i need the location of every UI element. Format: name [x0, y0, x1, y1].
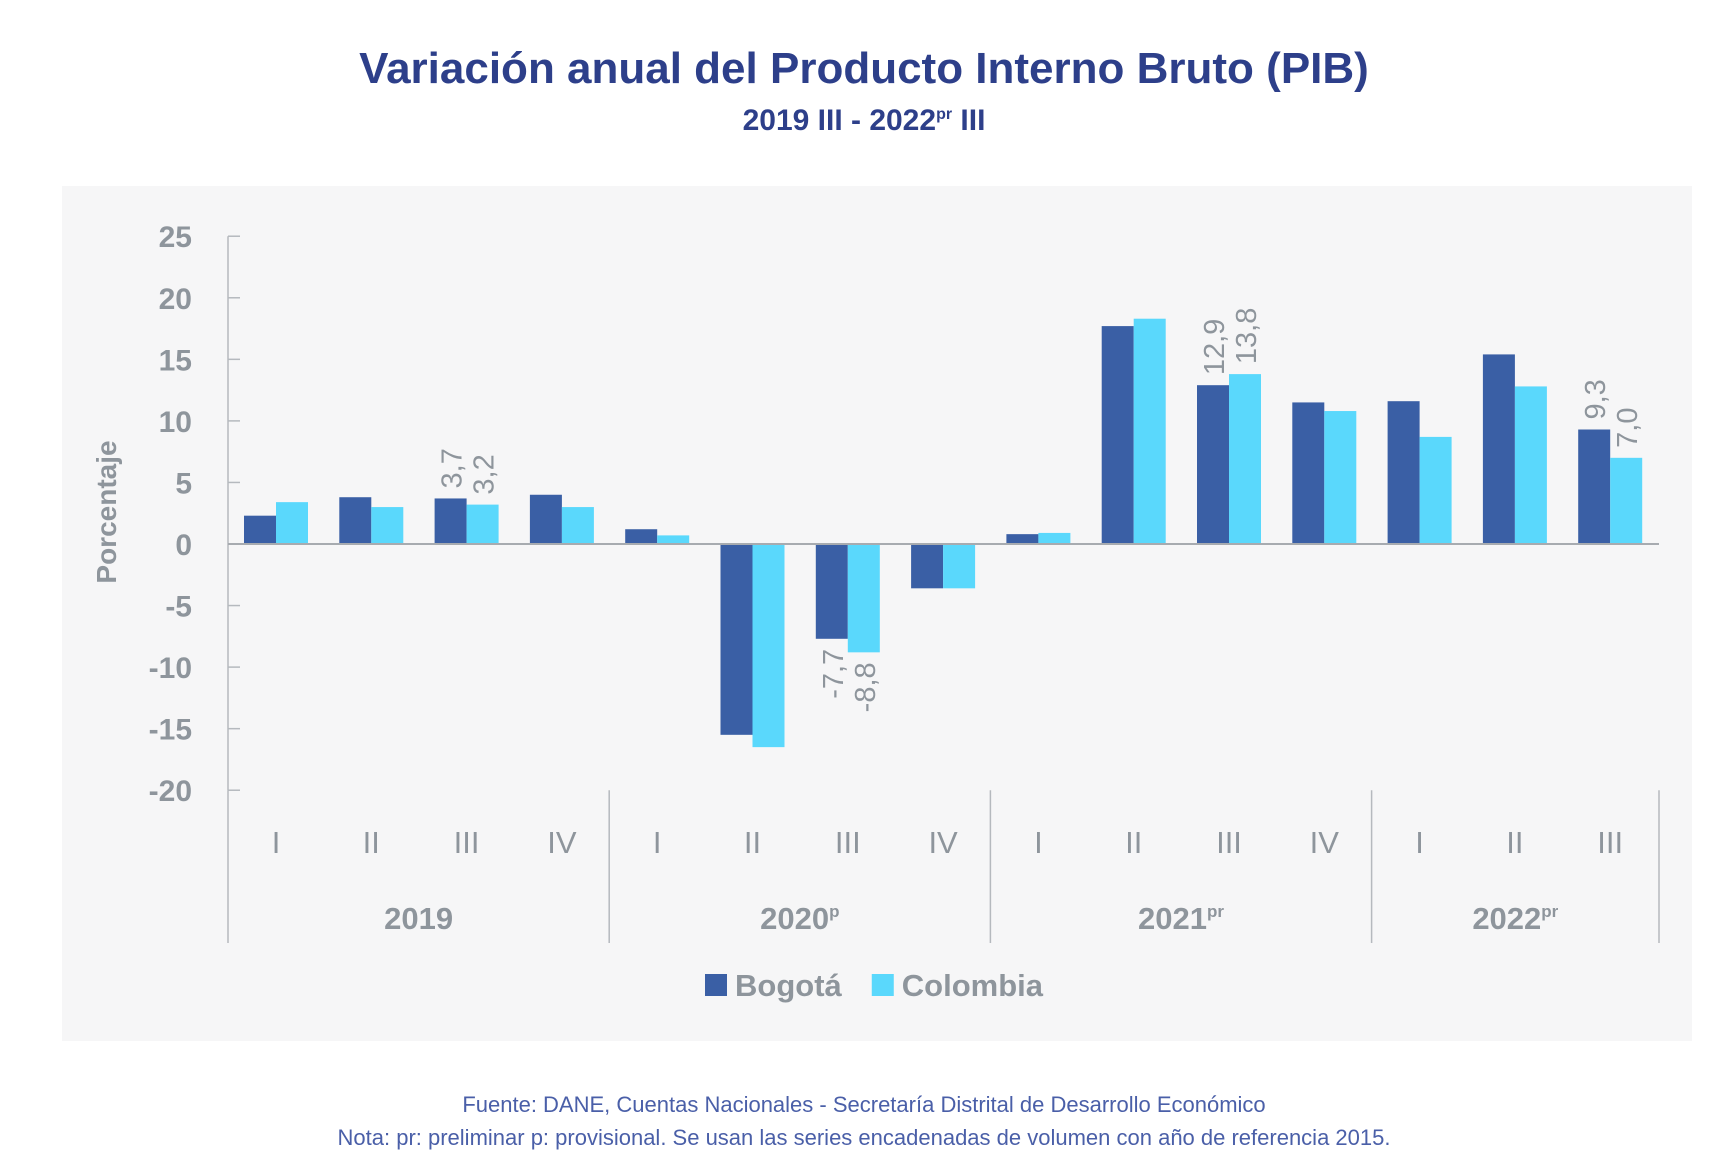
bar-colombia	[466, 504, 499, 544]
y-axis-label: Porcentaje	[91, 440, 122, 583]
y-tick-label: -5	[165, 591, 192, 624]
data-label: 7,0	[1612, 407, 1644, 447]
footnote: Nota: pr: preliminar p: provisional. Se …	[337, 1125, 1391, 1150]
chart-subtitle: 2019 III - 2022pr III	[0, 104, 1728, 138]
year-label-sup: p	[829, 902, 839, 921]
quarter-label: II	[1125, 825, 1142, 860]
bar-colombia	[1610, 457, 1643, 544]
legend-label: Colombia	[902, 968, 1044, 1003]
quarter-label: III	[835, 825, 861, 860]
bar-colombia	[1229, 374, 1261, 544]
quarter-label: III	[1597, 825, 1623, 860]
bar-colombia	[276, 502, 308, 544]
bar-colombia	[1419, 436, 1452, 544]
y-tick-label: 10	[159, 406, 192, 439]
bar-bogota	[529, 494, 562, 544]
year-label: 2022pr	[1472, 901, 1558, 936]
data-label: -7,7	[818, 649, 850, 699]
bar-colombia	[1514, 386, 1547, 544]
y-tick-label: 25	[159, 221, 192, 254]
bar-bogota	[434, 498, 467, 544]
bar-colombia	[1038, 532, 1071, 544]
quarter-label: I	[1034, 825, 1043, 860]
bar-bogota	[244, 515, 276, 544]
y-tick-label: -20	[149, 775, 192, 808]
year-label: 2021pr	[1138, 901, 1224, 936]
year-label: 2020p	[760, 901, 839, 936]
quarter-label: II	[744, 825, 761, 860]
legend-swatch	[705, 974, 727, 996]
chart-title: Variación anual del Producto Interno Bru…	[359, 44, 1369, 93]
quarter-label: IV	[1310, 825, 1340, 860]
quarter-label: IV	[547, 825, 577, 860]
year-label-sup: pr	[1541, 902, 1558, 921]
quarter-label: I	[1415, 825, 1424, 860]
bar-bogota	[720, 544, 753, 735]
data-label: 9,3	[1580, 379, 1612, 419]
bar-bogota	[1578, 429, 1611, 544]
bar-bogota	[1482, 354, 1515, 544]
bar-colombia	[847, 544, 880, 653]
bar-colombia	[1324, 411, 1357, 544]
y-tick-label: -15	[149, 714, 192, 747]
data-label: 3,7	[437, 448, 469, 488]
year-label: 2019	[384, 901, 453, 936]
bar-bogota	[339, 497, 372, 544]
quarter-label: I	[653, 825, 662, 860]
bar-bogota	[815, 544, 848, 639]
bar-colombia	[943, 544, 976, 589]
quarter-label: III	[1216, 825, 1242, 860]
bar-bogota	[1387, 401, 1420, 544]
bar-bogota	[1197, 385, 1229, 544]
data-label: 12,9	[1199, 319, 1231, 375]
y-tick-label: 0	[175, 529, 192, 562]
bar-bogota	[911, 544, 944, 589]
bar-bogota	[625, 529, 658, 544]
bar-bogota	[1101, 326, 1134, 544]
y-tick-label: 5	[175, 467, 192, 500]
bar-colombia	[371, 507, 404, 544]
subtitle-end: III	[952, 104, 986, 137]
data-label: 13,8	[1231, 308, 1263, 364]
legend-swatch	[871, 974, 894, 996]
quarter-label: I	[272, 825, 281, 860]
subtitle-main: 2019 III - 2022	[742, 104, 937, 137]
quarter-label: III	[454, 825, 480, 860]
legend-label: Bogotá	[735, 968, 843, 1003]
data-label: -8,8	[850, 662, 882, 712]
subtitle-sup: pr	[936, 106, 953, 123]
quarter-label: IV	[928, 825, 958, 860]
data-label: 3,2	[469, 454, 501, 494]
bar-bogota	[1292, 402, 1325, 544]
bar-colombia	[561, 507, 594, 544]
bar-colombia	[1133, 318, 1166, 544]
y-tick-label: 15	[159, 344, 192, 377]
y-tick-label: 20	[159, 283, 192, 316]
bar-bogota	[1006, 534, 1039, 544]
quarter-label: II	[1506, 825, 1523, 860]
y-tick-label: -10	[149, 652, 192, 685]
quarter-label: II	[363, 825, 380, 860]
year-label-sup: pr	[1207, 902, 1224, 921]
bar-colombia	[752, 544, 785, 748]
source-note: Fuente: DANE, Cuentas Nacionales - Secre…	[462, 1092, 1266, 1117]
bar-colombia	[657, 535, 690, 544]
